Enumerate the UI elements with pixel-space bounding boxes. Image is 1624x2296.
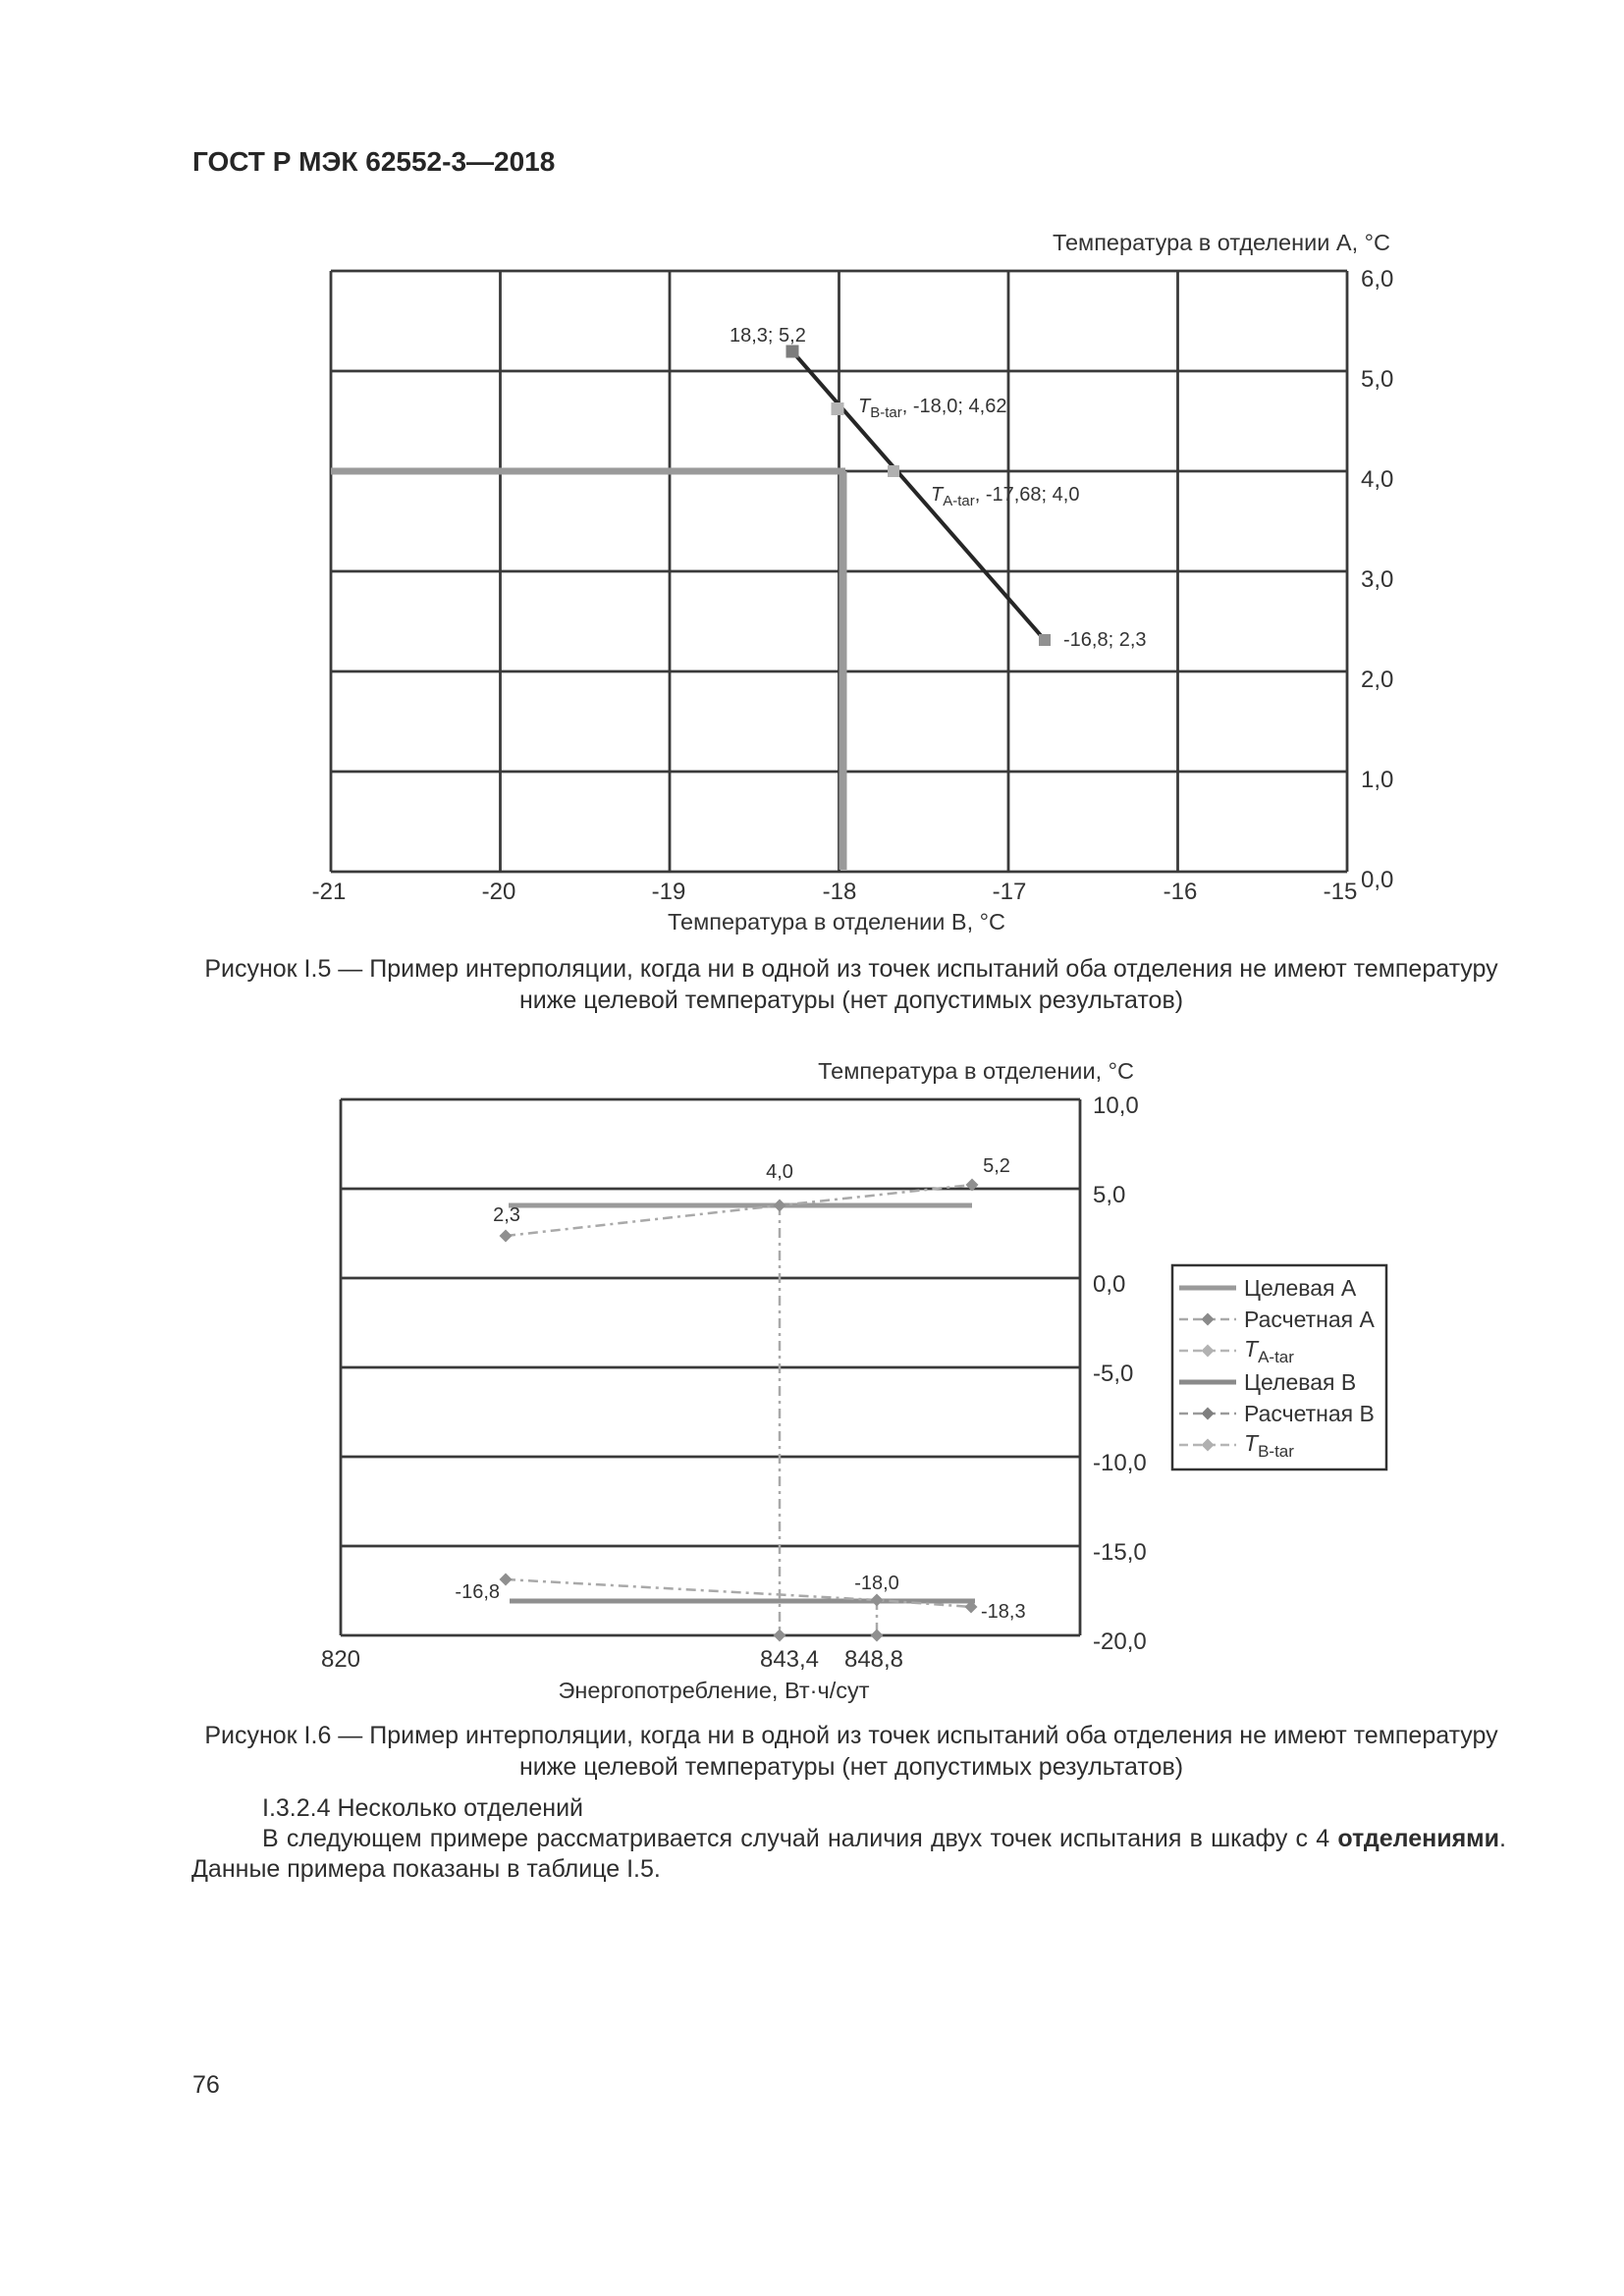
svg-text:4,0: 4,0 (1361, 466, 1393, 493)
svg-text:-21: -21 (312, 879, 347, 905)
svg-text:Расчетная В: Расчетная В (1244, 1401, 1375, 1426)
svg-text:-20: -20 (482, 879, 516, 905)
svg-text:-20,0: -20,0 (1093, 1629, 1147, 1655)
svg-text:2,0: 2,0 (1361, 667, 1393, 693)
svg-text:18,3; 5,2: 18,3; 5,2 (730, 325, 806, 347)
svg-text:Целевая В: Целевая В (1244, 1369, 1356, 1395)
svg-text:Температура в отделении В, °С: Температура в отделении В, °С (668, 909, 1005, 934)
svg-text:Целевая А: Целевая А (1244, 1275, 1357, 1301)
svg-text:6,0: 6,0 (1361, 266, 1393, 293)
svg-text:-5,0: -5,0 (1093, 1361, 1133, 1387)
svg-text:TB-tar, -18,0; 4,62: TB-tar, -18,0; 4,62 (858, 396, 1006, 421)
svg-text:-15: -15 (1324, 879, 1358, 905)
svg-text:-16: -16 (1164, 879, 1198, 905)
svg-text:2,3: 2,3 (493, 1204, 520, 1226)
svg-text:843,4: 843,4 (760, 1646, 819, 1673)
svg-text:4,0: 4,0 (766, 1161, 793, 1183)
svg-text:0,0: 0,0 (1361, 867, 1393, 893)
svg-text:TA-tar, -17,68; 4,0: TA-tar, -17,68; 4,0 (931, 484, 1079, 509)
svg-text:TA-tar: TA-tar (1244, 1336, 1294, 1366)
svg-text:-15,0: -15,0 (1093, 1539, 1147, 1566)
svg-text:-18,3: -18,3 (981, 1601, 1026, 1623)
svg-text:-10,0: -10,0 (1093, 1450, 1147, 1476)
svg-text:848,8: 848,8 (844, 1646, 903, 1673)
svg-text:Расчетная А: Расчетная А (1244, 1307, 1375, 1332)
svg-text:0,0: 0,0 (1093, 1271, 1125, 1298)
svg-text:5,0: 5,0 (1093, 1182, 1125, 1208)
svg-text:Температура в отделении А, °С: Температура в отделении А, °С (1053, 230, 1390, 255)
svg-text:3,0: 3,0 (1361, 566, 1393, 593)
svg-text:5,0: 5,0 (1361, 366, 1393, 393)
svg-text:820: 820 (321, 1646, 360, 1673)
svg-text:-18,0: -18,0 (854, 1573, 899, 1594)
svg-text:TB-tar: TB-tar (1244, 1430, 1294, 1461)
svg-text:-16,8: -16,8 (455, 1581, 500, 1603)
svg-text:10,0: 10,0 (1093, 1093, 1139, 1119)
svg-text:1,0: 1,0 (1361, 767, 1393, 793)
svg-text:Энергопотребление, Вт·ч/сут: Энергопотребление, Вт·ч/сут (559, 1678, 870, 1703)
svg-text:-17: -17 (993, 879, 1027, 905)
svg-text:5,2: 5,2 (983, 1155, 1010, 1177)
svg-text:-16,8; 2,3: -16,8; 2,3 (1063, 629, 1147, 651)
svg-text:-19: -19 (652, 879, 686, 905)
svg-text:-18: -18 (823, 879, 857, 905)
svg-text:Температура в отделении, °С: Температура в отделении, °С (818, 1058, 1134, 1084)
